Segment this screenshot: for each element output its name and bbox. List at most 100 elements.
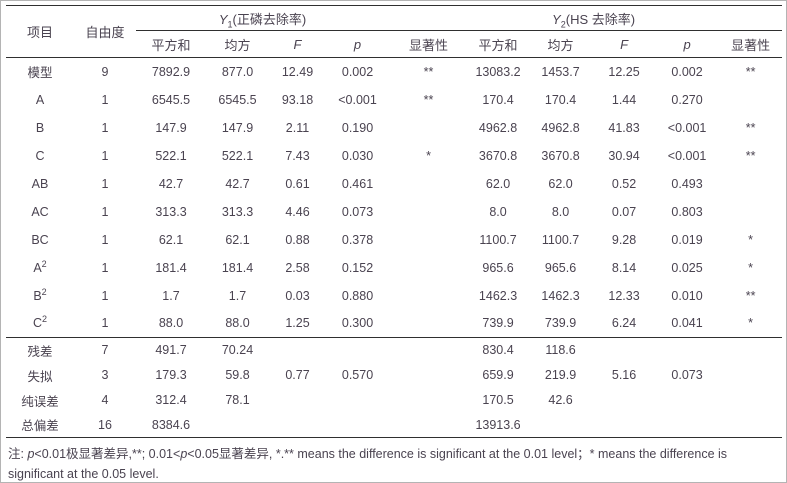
header-df: 自由度 (74, 5, 136, 58)
cell-df: 1 (101, 260, 109, 275)
cell-y1-ms: 877.0 (221, 64, 254, 79)
cell-y2-f (593, 388, 655, 413)
cell-y1-f: 0.77 (285, 368, 310, 382)
cell-y1-ss: 522.1 (155, 148, 187, 163)
cell-y2-f: 12.25 (608, 64, 640, 79)
cell-y1-p: 0.152 (341, 260, 374, 275)
cell-y2-p: 0.010 (671, 288, 703, 303)
cell-y1-f: 1.25 (285, 316, 310, 331)
y1-label: (正磷去除率) (232, 11, 307, 27)
cell-y2-p: 0.019 (671, 232, 703, 247)
cell-y1-f: 0.61 (285, 176, 310, 191)
cell-y1-ms: 59.8 (225, 368, 250, 382)
cell-y1-sig (389, 337, 469, 363)
cell-y1-ms: 147.9 (221, 120, 254, 135)
cell-y2-sig: ** (745, 288, 756, 303)
header-y1-ms: 均方 (206, 30, 269, 58)
cell-y2-ss: 8.0 (489, 204, 507, 219)
cell-df: 1 (101, 288, 109, 303)
cell-y1-ss: 1.7 (162, 288, 180, 303)
header-y2-ss: 平方和 (468, 30, 529, 58)
row-label: 总偏差 (6, 412, 74, 438)
cell-df: 9 (101, 64, 109, 79)
cell-y1-f: 0.88 (285, 232, 310, 247)
cell-y1-f (269, 388, 326, 413)
cell-y1-ms: 62.1 (225, 232, 250, 247)
cell-df: 1 (101, 148, 109, 163)
header-y1-p: p (326, 30, 390, 58)
cell-y1-ss: 147.9 (155, 120, 187, 135)
cell-y1-ss: 6545.5 (151, 92, 191, 107)
row-label: B (35, 120, 45, 135)
row-label: 模型 (27, 66, 53, 81)
cell-y1-sig: ** (423, 64, 434, 79)
cell-y2-ms: 739.9 (544, 316, 577, 331)
cell-y2-p (655, 337, 720, 363)
cell-y1-p: 0.002 (341, 64, 374, 79)
cell-y2-p (655, 388, 719, 413)
cell-y2-f: 0.07 (611, 204, 637, 219)
cell-y1-p (326, 412, 390, 438)
table-row: BC 1 62.1 62.1 0.88 0.378 1100.7 1100.7 9.28 0.01… (6, 226, 782, 254)
cell-y2-sig: * (748, 260, 754, 275)
table-row: 总偏差 16 8384.6 13913.6 (6, 412, 783, 438)
cell-y1-p: <0.001 (338, 92, 377, 107)
cell-y2-sig: * (748, 232, 754, 247)
cell-y1-ss: 62.1 (158, 232, 184, 247)
cell-y1-ms: 42.7 (225, 176, 250, 191)
cell-df: 1 (101, 232, 109, 247)
cell-y2-ss: 659.9 (482, 368, 514, 382)
row-label: 残差 (6, 337, 74, 363)
cell-y2-sig (719, 412, 783, 438)
cell-df: 1 (101, 204, 109, 219)
cell-y2-sig (719, 388, 782, 413)
cell-y1-ss: 181.4 (155, 260, 187, 275)
header-y2-sig: 显著性 (719, 30, 783, 58)
anova-table: 项目 自由度 Y1(正磷去除率) Y2(HS 去除率) 平方和 均方 F p 显… (6, 5, 783, 438)
cell-y1-ss: 313.3 (155, 204, 187, 219)
table-row: 模型 9 7892.9 877.0 12.49 0.002 ** 13083.2 1453.7 1… (6, 58, 782, 86)
cell-y1-ss: 491.7 (136, 337, 206, 363)
cell-y1-p: 0.880 (341, 288, 374, 303)
cell-df: 1 (101, 176, 109, 191)
header-group-y2-sig-spacer (719, 5, 783, 31)
cell-y1-ms: 313.3 (221, 204, 254, 219)
cell-y2-p: 0.025 (671, 260, 703, 275)
cell-y2-ms: 1100.7 (541, 232, 580, 247)
cell-y2-f: 6.24 (611, 316, 637, 331)
cell-y2-sig (719, 337, 783, 363)
cell-y2-f: 5.16 (611, 368, 637, 382)
cell-y2-ss: 739.9 (482, 316, 514, 331)
cell-y2-p: 0.073 (671, 368, 703, 382)
cell-y1-sig (389, 226, 468, 254)
cell-y2-ms: 8.0 (551, 204, 570, 219)
table-row: 残差 7 491.7 70.24 830.4 118.6 (6, 337, 783, 363)
cell-y2-sig (719, 170, 782, 198)
cell-df: 1 (101, 120, 109, 135)
cell-y2-ms: 3670.8 (541, 148, 580, 163)
cell-y1-p (326, 337, 390, 363)
header-item: 项目 (6, 5, 74, 58)
header-y1-ss: 平方和 (136, 30, 206, 58)
cell-y2-f: 8.14 (611, 260, 637, 275)
cell-y2-ss: 1100.7 (479, 232, 517, 247)
cell-df: 1 (101, 92, 109, 107)
cell-y1-ss: 312.4 (155, 393, 187, 407)
table-row: 失拟 3 179.3 59.8 0.77 0.570 659.9 219.9 5.16 0.073 (6, 363, 782, 388)
cell-y2-p (655, 412, 720, 438)
row-label: C2 (32, 314, 48, 331)
cell-y1-ms (206, 412, 269, 438)
y1-subscript: 1 (227, 19, 233, 30)
cell-y1-f: 0.03 (285, 288, 310, 303)
cell-y1-sig (389, 170, 468, 198)
cell-y1-sig (389, 198, 468, 226)
cell-y2-f: 9.28 (611, 232, 637, 247)
cell-y1-p: 0.378 (341, 232, 374, 247)
y2-label: (HS 去除率) (565, 11, 636, 27)
cell-y2-p: 0.803 (671, 204, 703, 219)
cell-y2-p: 0.002 (671, 64, 703, 79)
cell-y1-ms: 70.24 (206, 337, 269, 363)
cell-y1-f: 2.11 (285, 120, 310, 135)
table-row: 纯误差 4 312.4 78.1 170.5 42.6 (6, 388, 782, 413)
